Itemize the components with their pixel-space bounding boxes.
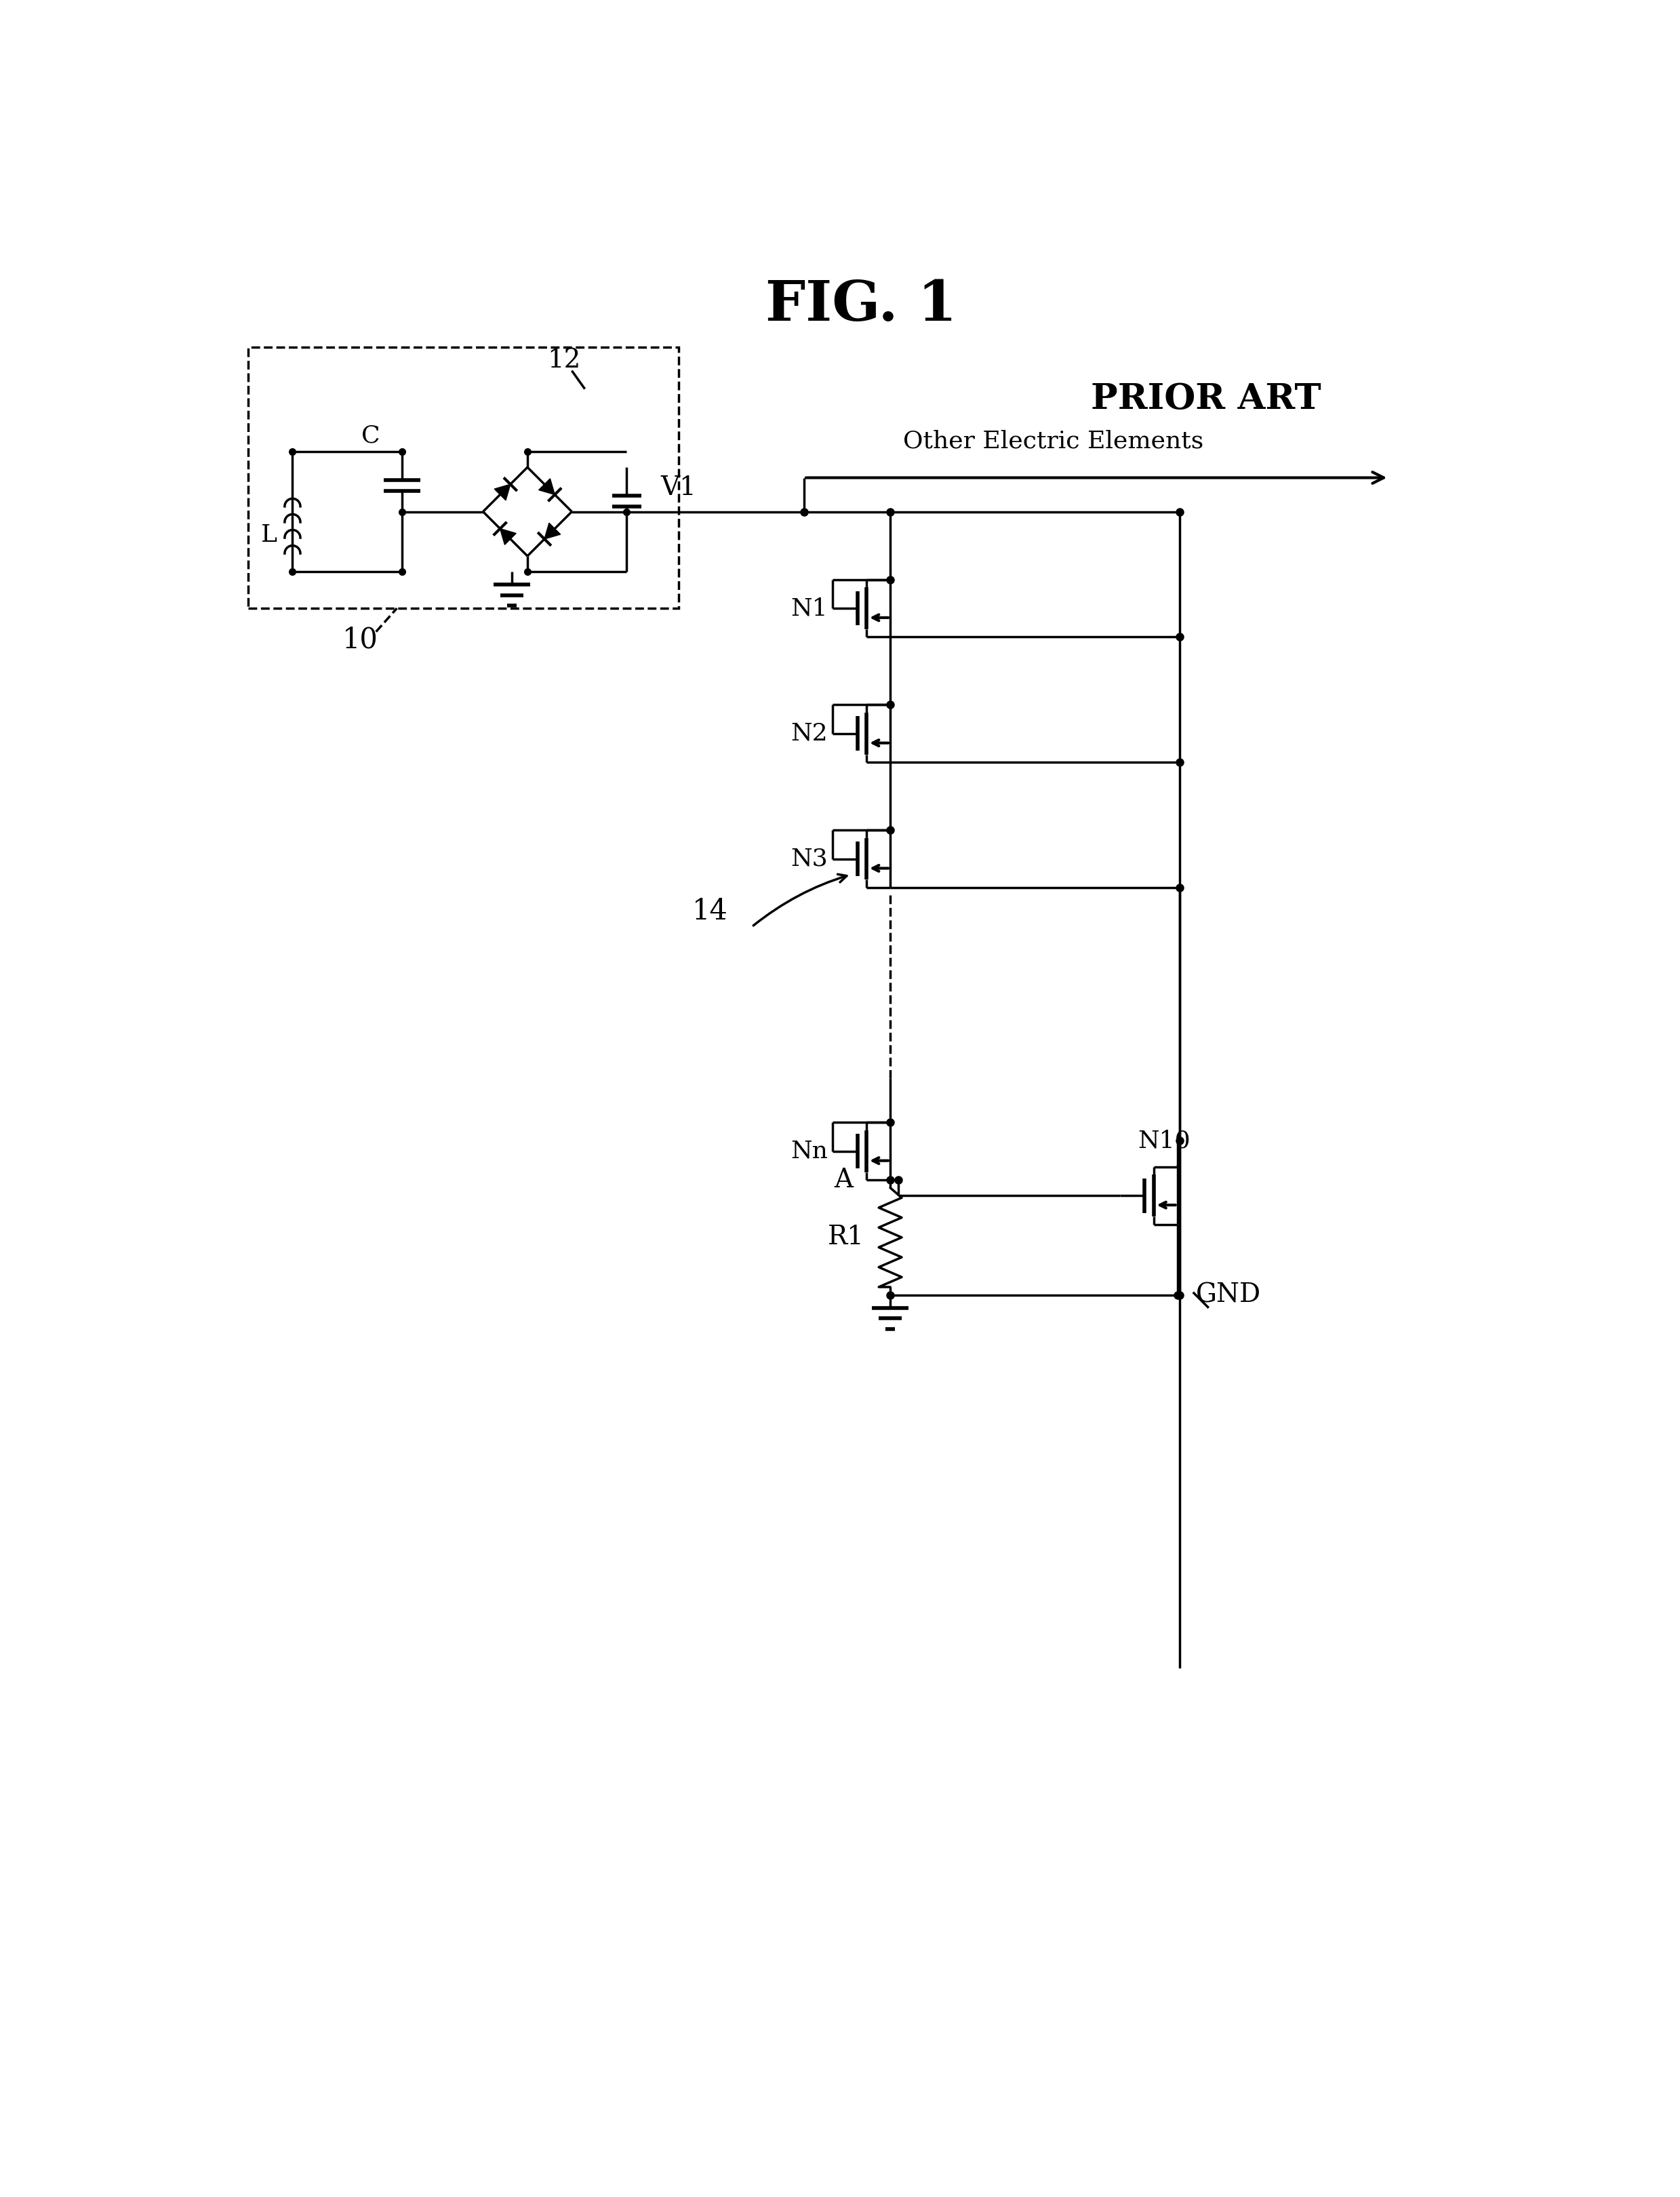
- Text: N1: N1: [791, 598, 828, 620]
- Text: Other Electric Elements: Other Electric Elements: [904, 431, 1205, 453]
- Text: L: L: [260, 523, 277, 547]
- Text: PRIOR ART: PRIOR ART: [1090, 382, 1320, 417]
- Text: V1: V1: [660, 475, 696, 501]
- Text: Nn: Nn: [791, 1140, 828, 1162]
- Text: N10: N10: [1137, 1129, 1191, 1153]
- Text: FIG. 1: FIG. 1: [766, 279, 956, 332]
- Text: A: A: [833, 1167, 853, 1193]
- Text: R1: R1: [828, 1226, 864, 1250]
- Polygon shape: [501, 529, 516, 545]
- Polygon shape: [539, 479, 554, 494]
- Text: N3: N3: [791, 848, 828, 870]
- Text: N2: N2: [791, 723, 828, 745]
- Text: C: C: [361, 424, 380, 448]
- Polygon shape: [544, 523, 561, 538]
- Polygon shape: [494, 483, 511, 501]
- Text: GND: GND: [1196, 1283, 1260, 1307]
- Bar: [249, 347, 679, 609]
- Text: 10: 10: [343, 626, 378, 655]
- Text: 12: 12: [548, 347, 581, 373]
- Text: 14: 14: [692, 896, 727, 925]
